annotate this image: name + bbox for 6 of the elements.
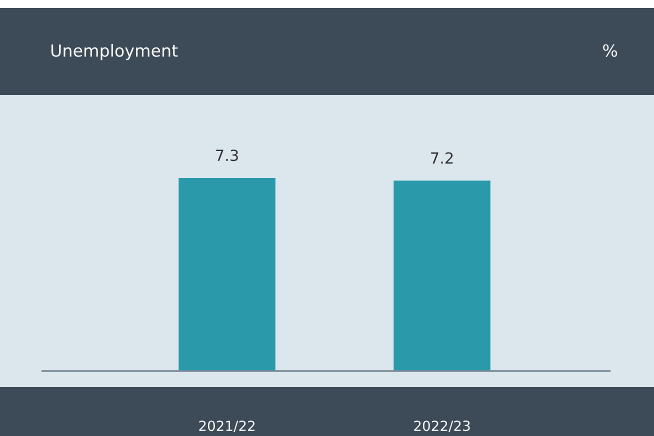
x-tick-label: 2021/22: [199, 420, 254, 432]
chart-title: Unemployment: [51, 44, 178, 60]
x-tick-label: 2022/23: [414, 420, 470, 432]
data-label: 7.2: [431, 152, 453, 164]
text: %: [603, 44, 618, 57]
data-label: 7.3: [216, 150, 238, 162]
